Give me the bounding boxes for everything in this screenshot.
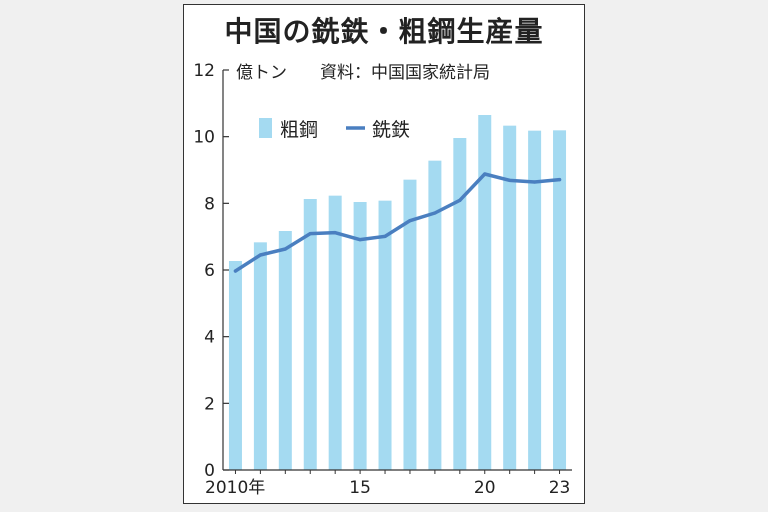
point-pig-iron-2023 bbox=[557, 178, 562, 182]
bar-crude-steel-2017 bbox=[403, 179, 417, 470]
bar-crude-steel-2023 bbox=[553, 130, 567, 471]
point-pig-iron-2021 bbox=[508, 178, 512, 182]
legend-label-crude-steel: 粗鋼 bbox=[280, 119, 318, 141]
bar-crude-steel-2013 bbox=[303, 199, 317, 470]
point-pig-iron-2010 bbox=[233, 269, 238, 273]
point-pig-iron-2018 bbox=[433, 211, 437, 215]
line-pig-iron bbox=[233, 172, 562, 273]
bar-crude-steel-2010 bbox=[228, 261, 242, 470]
y-tick-label: 12 bbox=[193, 61, 215, 81]
point-pig-iron-2015 bbox=[358, 238, 362, 242]
y-tick-label: 8 bbox=[204, 194, 215, 214]
y-tick-label: 0 bbox=[204, 461, 215, 481]
point-pig-iron-2019 bbox=[458, 198, 462, 202]
chart-title: 中国の銑鉄・粗鋼生産量 bbox=[224, 15, 544, 48]
point-pig-iron-2012 bbox=[283, 247, 287, 251]
point-pig-iron-2016 bbox=[383, 234, 387, 238]
bar-crude-steel-2016 bbox=[378, 200, 392, 470]
bar-crude-steel-2015 bbox=[353, 202, 367, 470]
bar-crude-steel-2012 bbox=[278, 231, 292, 470]
bar-crude-steel-2022 bbox=[528, 130, 542, 470]
point-pig-iron-2017 bbox=[408, 219, 412, 223]
bar-crude-steel-2021 bbox=[503, 125, 517, 471]
bar-crude-steel-2011 bbox=[253, 242, 267, 470]
legend-swatch-crude-steel bbox=[259, 118, 272, 138]
x-tick-label: 23 bbox=[549, 478, 571, 498]
y-tick-label: 4 bbox=[204, 328, 215, 348]
bar-crude-steel-2018 bbox=[428, 160, 442, 470]
source-label: 資料：中国国家統計局 bbox=[320, 63, 490, 83]
x-tick-label: 20 bbox=[474, 478, 496, 498]
point-pig-iron-2022 bbox=[533, 180, 537, 184]
y-tick-label: 10 bbox=[193, 128, 215, 148]
point-pig-iron-2014 bbox=[333, 231, 337, 235]
y-tick-label: 6 bbox=[204, 261, 215, 281]
legend-label-pig-iron: 銑鉄 bbox=[372, 119, 410, 141]
point-pig-iron-2011 bbox=[258, 253, 262, 257]
point-pig-iron-2013 bbox=[308, 232, 312, 236]
bar-crude-steel-2020 bbox=[478, 115, 492, 470]
x-tick-label: 2010年 bbox=[205, 478, 265, 498]
y-tick-label: 2 bbox=[204, 394, 215, 414]
bar-crude-steel-2019 bbox=[453, 138, 467, 470]
x-tick-label: 15 bbox=[349, 478, 371, 498]
point-pig-iron-2020 bbox=[483, 172, 487, 176]
y-axis-unit-label: 億トン bbox=[236, 63, 287, 83]
bar-crude-steel-2014 bbox=[328, 195, 342, 470]
